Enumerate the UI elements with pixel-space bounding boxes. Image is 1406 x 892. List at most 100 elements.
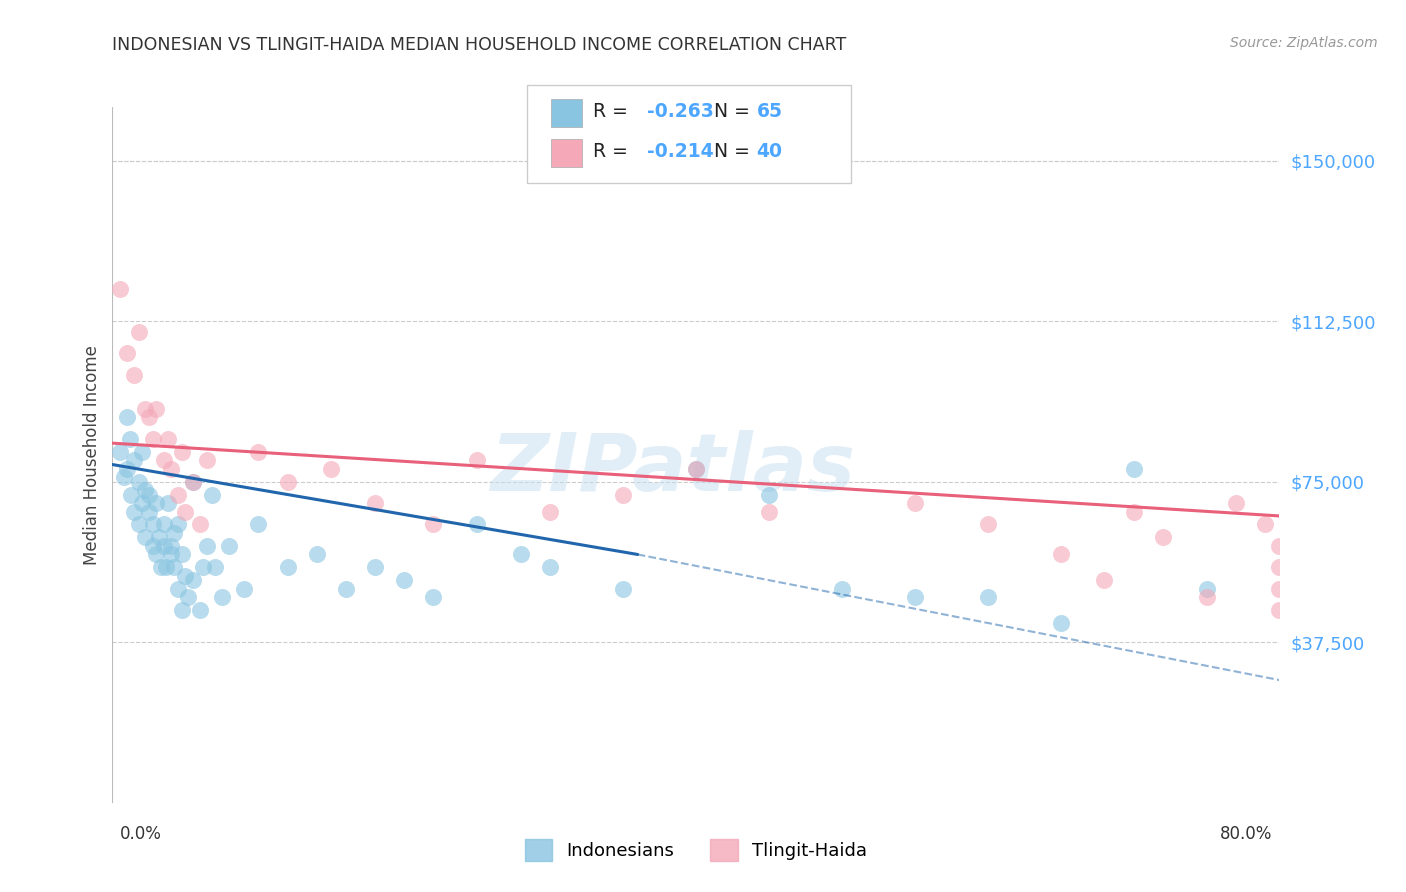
Point (120, 487, 142, 501)
Point (156, 496, 179, 510)
Point (1268, 539, 1291, 553)
Point (177, 591, 200, 605)
Point (685, 462, 707, 476)
Point (138, 410, 160, 425)
Text: 0.0%: 0.0% (120, 825, 162, 843)
Point (145, 401, 167, 416)
Point (124, 368, 146, 382)
Point (1225, 496, 1247, 510)
Point (172, 444, 194, 458)
Point (124, 453, 146, 467)
Point (232, 582, 254, 596)
Text: 65: 65 (756, 102, 782, 121)
Point (115, 410, 138, 425)
Point (152, 453, 174, 467)
Point (1195, 591, 1218, 605)
Point (138, 487, 160, 501)
Point (163, 526, 186, 541)
Point (904, 496, 927, 510)
Point (163, 560, 186, 574)
Point (138, 505, 160, 519)
Point (167, 487, 190, 501)
Point (174, 505, 197, 519)
Point (465, 517, 488, 532)
Point (538, 505, 561, 519)
Point (1268, 560, 1291, 574)
Point (1049, 548, 1071, 562)
Point (276, 560, 298, 574)
Point (1254, 517, 1277, 532)
Point (160, 462, 183, 476)
Point (188, 517, 211, 532)
Point (160, 548, 183, 562)
Point (509, 548, 531, 562)
Point (612, 582, 634, 596)
Point (465, 453, 488, 467)
Point (156, 432, 179, 446)
Point (131, 444, 153, 458)
Point (195, 539, 218, 553)
Text: 80.0%: 80.0% (1220, 825, 1272, 843)
Point (904, 591, 927, 605)
Point (321, 462, 343, 476)
Point (148, 530, 170, 544)
Text: Source: ZipAtlas.com: Source: ZipAtlas.com (1230, 36, 1378, 50)
Point (1122, 462, 1144, 476)
Point (1049, 615, 1071, 630)
Point (247, 444, 270, 458)
Point (128, 517, 150, 532)
Point (142, 517, 165, 532)
Point (204, 560, 226, 574)
Point (181, 475, 204, 489)
Text: ZIPatlas: ZIPatlas (491, 430, 855, 508)
Point (422, 591, 444, 605)
Point (174, 569, 197, 583)
Point (976, 591, 998, 605)
Point (124, 505, 146, 519)
Point (1268, 603, 1291, 617)
Point (134, 530, 156, 544)
Text: -0.263: -0.263 (647, 102, 714, 121)
Point (145, 496, 167, 510)
Point (149, 560, 172, 574)
Point (142, 539, 165, 553)
Point (195, 453, 218, 467)
Text: R =: R = (593, 102, 634, 121)
Point (134, 401, 156, 416)
Point (155, 560, 177, 574)
Point (134, 483, 156, 498)
Text: R =: R = (593, 142, 634, 161)
Point (167, 517, 190, 532)
Point (201, 487, 224, 501)
Point (181, 475, 204, 489)
Text: INDONESIAN VS TLINGIT-HAIDA MEDIAN HOUSEHOLD INCOME CORRELATION CHART: INDONESIAN VS TLINGIT-HAIDA MEDIAN HOUSE… (112, 36, 846, 54)
Point (538, 560, 561, 574)
Text: 40: 40 (756, 142, 782, 161)
Point (758, 505, 780, 519)
Point (422, 517, 444, 532)
Point (218, 539, 240, 553)
Point (167, 582, 190, 596)
Point (392, 573, 416, 587)
Point (160, 539, 183, 553)
Point (108, 282, 131, 296)
Text: -0.214: -0.214 (647, 142, 713, 161)
Point (172, 603, 194, 617)
Point (305, 548, 328, 562)
Point (211, 591, 233, 605)
Point (1195, 582, 1218, 596)
Point (188, 603, 211, 617)
Point (1152, 530, 1174, 544)
Text: N =: N = (714, 142, 756, 161)
Point (108, 444, 131, 458)
Point (112, 470, 135, 484)
Point (1122, 505, 1144, 519)
Point (172, 548, 194, 562)
Point (612, 487, 634, 501)
Point (131, 496, 153, 510)
Point (364, 560, 387, 574)
Point (685, 462, 707, 476)
Point (152, 517, 174, 532)
Point (335, 582, 357, 596)
Point (1092, 573, 1115, 587)
